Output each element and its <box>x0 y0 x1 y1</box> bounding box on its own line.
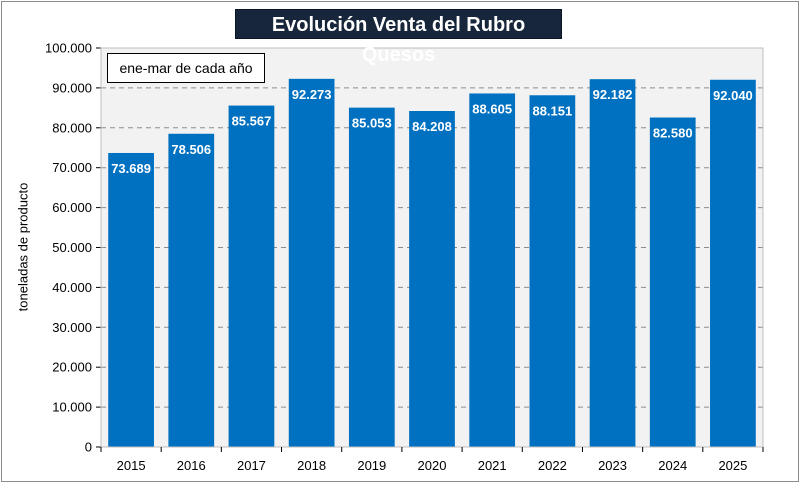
bar-2017 <box>228 105 275 447</box>
y-tick-label: 40.000 <box>52 280 92 295</box>
y-tick-label: 30.000 <box>52 320 92 335</box>
bar-2018 <box>288 78 335 448</box>
bar-2015 <box>108 152 154 447</box>
x-tick-label: 2019 <box>357 458 386 473</box>
x-tick-label: 2017 <box>237 458 266 473</box>
x-tick-label: 2016 <box>177 458 206 473</box>
data-label: 73.689 <box>111 161 151 176</box>
x-tick-label: 2025 <box>718 458 747 473</box>
data-label: 78.506 <box>171 142 211 157</box>
data-label: 88.605 <box>472 101 512 116</box>
bar-2025 <box>710 79 756 447</box>
chart-title: Evolución Venta del Rubro Quesos <box>235 9 562 66</box>
data-labels: 73.689 78.506 85.567 92.273 85.053 84.208 88.6… <box>111 87 753 176</box>
x-tick-label: 2024 <box>658 458 687 473</box>
y-tick-label: 70.000 <box>52 160 92 175</box>
y-axis-label: toneladas de producto <box>15 182 31 312</box>
plot-border <box>100 47 764 448</box>
x-tick-label: 2023 <box>598 458 627 473</box>
x-tick-label: 2021 <box>478 458 507 473</box>
y-tick-label: 20.000 <box>52 360 92 375</box>
bars <box>108 78 756 448</box>
data-label: 82.580 <box>653 126 693 141</box>
data-label: 92.040 <box>713 88 753 103</box>
x-tick-label: 2020 <box>418 458 447 473</box>
x-tick-label: 2022 <box>538 458 567 473</box>
y-tick-label: 10.000 <box>52 400 92 415</box>
bar-2022 <box>529 95 576 447</box>
y-tick-label: 90.000 <box>52 80 92 95</box>
data-label: 92.273 <box>292 87 332 102</box>
bar-2019 <box>348 107 395 448</box>
data-label: 84.208 <box>412 119 452 134</box>
x-tick-label: 2015 <box>117 458 146 473</box>
data-label: 85.567 <box>232 114 272 129</box>
x-tick-label: 2018 <box>297 458 326 473</box>
bar-2023 <box>589 79 636 447</box>
y-tick-label: 60.000 <box>52 200 92 215</box>
bar-2024 <box>649 117 696 447</box>
y-tick-label: 0 <box>85 440 92 455</box>
period-annotation: ene-mar de cada año <box>107 53 265 83</box>
bar-2016 <box>168 133 215 448</box>
y-axis-ticks: 0 10.000 20.000 30.000 40.000 50.000 60.000 70.… <box>45 41 764 455</box>
x-axis-ticks: 2015 2016 2017 2018 2019 2020 2021 2022 2023 2024… <box>100 447 764 473</box>
bar-2021 <box>469 93 516 447</box>
data-label: 92.182 <box>593 87 633 102</box>
data-label: 85.053 <box>352 116 392 131</box>
y-tick-label: 100.000 <box>45 41 92 56</box>
y-tick-label: 80.000 <box>52 120 92 135</box>
data-label: 88.151 <box>532 103 572 118</box>
bar-2020 <box>409 111 455 448</box>
y-tick-label: 50.000 <box>52 240 92 255</box>
